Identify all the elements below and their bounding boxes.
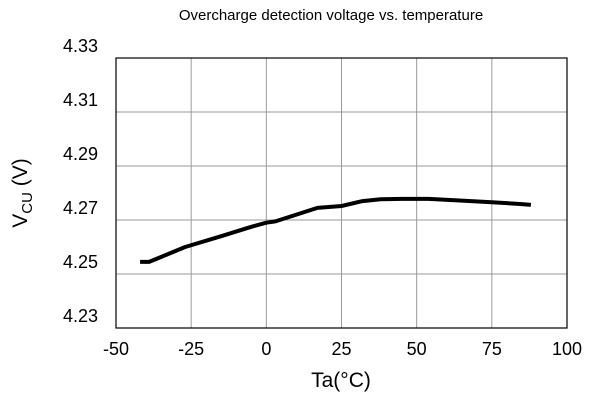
y-tick-label: 4.29: [63, 144, 98, 164]
x-tick-label: -25: [178, 339, 204, 359]
x-tick-label: 0: [261, 339, 271, 359]
y-axis-label: VCU (V): [9, 158, 36, 228]
y-axis-label-unit: (V): [9, 158, 32, 192]
plot-frame: [115, 57, 568, 329]
y-axis-label-main: V: [9, 214, 32, 228]
y-tick-label: 4.23: [63, 306, 98, 326]
grid: [116, 58, 567, 328]
series-line: [140, 196, 532, 264]
chart-title: Overcharge detection voltage vs. tempera…: [179, 7, 483, 24]
y-tick-label: 4.25: [63, 252, 98, 272]
y-tick-label: 4.31: [63, 90, 98, 110]
x-tick-label: 100: [552, 339, 582, 359]
x-axis-label: Ta(°C): [311, 369, 371, 392]
y-tick-label: 4.27: [63, 198, 98, 218]
tick-labels: -50 -25 0 25 50 75 100 4.23 4.25 4.27 4.29 4.31 4.33: [63, 36, 582, 359]
y-tick-label: 4.33: [63, 36, 98, 56]
x-tick-label: 50: [407, 339, 427, 359]
x-tick-label: 75: [482, 339, 502, 359]
x-tick-label: -50: [103, 339, 129, 359]
series-group: [140, 196, 532, 264]
y-axis-label-sub: CU: [19, 192, 36, 214]
x-tick-label: 25: [331, 339, 351, 359]
